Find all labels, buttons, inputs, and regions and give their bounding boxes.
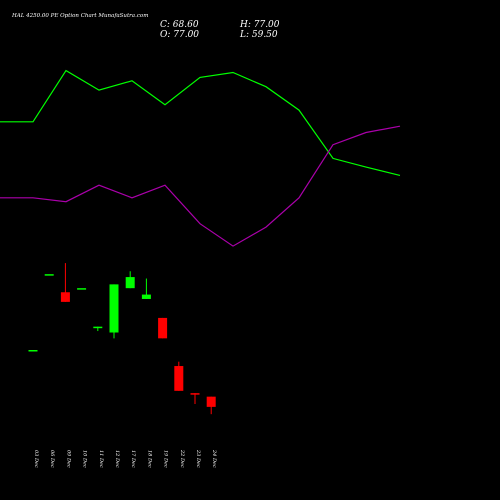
x-tick-label: 23 Dec (195, 449, 201, 468)
candle-17-dec (125, 271, 135, 289)
high-label: H: 77.00 (239, 20, 280, 30)
candle-11-dec (93, 326, 103, 332)
candle-23-dec (190, 393, 200, 404)
chart-title: HAL 4250.00 PE Option Chart MunafaSutra.… (11, 13, 148, 19)
candle-body (158, 317, 168, 339)
candle-24-dec (206, 396, 216, 415)
band-lines (0, 69, 401, 247)
candle-body (60, 292, 70, 302)
candle-18-dec (141, 278, 151, 299)
x-tick-label: 12 Dec (114, 450, 120, 468)
candle-body (109, 284, 119, 333)
x-tick-label: 17 Dec (130, 450, 136, 468)
candles (28, 263, 216, 415)
x-tick-label: 03 Dec (33, 450, 39, 468)
candle-06-dec (44, 274, 54, 276)
candle-body (93, 326, 103, 329)
candle-body (141, 294, 151, 299)
lower-band-line (0, 125, 401, 247)
open-label: O: 77.00 (160, 30, 199, 40)
candle-body (174, 366, 184, 391)
candle-body (206, 396, 216, 407)
x-tick-label: 06 Dec (49, 450, 55, 468)
candle-12-dec (109, 284, 119, 339)
candle-03-dec (28, 350, 38, 352)
candle-10-dec (77, 288, 87, 290)
x-tick-label: 18 Dec (146, 450, 152, 468)
candle-body (28, 350, 38, 352)
x-tick-label: 22 Dec (179, 449, 185, 468)
low-label: L: 59.50 (239, 30, 278, 40)
x-tick-label: 11 Dec (98, 450, 104, 468)
upper-band-line (0, 69, 401, 176)
candle-body (125, 277, 135, 289)
candle-19-dec (158, 317, 168, 339)
x-tick-label: 24 Dec (211, 449, 217, 468)
x-tick-label: 10 Dec (82, 450, 88, 468)
candle-09-dec (60, 263, 70, 302)
candle-22-dec (174, 361, 184, 391)
x-tick-label: 09 Dec (65, 450, 71, 468)
candle-body (190, 393, 200, 395)
candle-body (77, 288, 87, 290)
x-tick-label: 19 Dec (163, 450, 169, 468)
x-tick-labels: 03 Dec 06 Dec 09 Dec 10 Dec 11 Dec 12 Dec 17 D… (33, 449, 217, 468)
candle-body (44, 274, 54, 276)
close-label: C: 68.60 (160, 20, 199, 30)
